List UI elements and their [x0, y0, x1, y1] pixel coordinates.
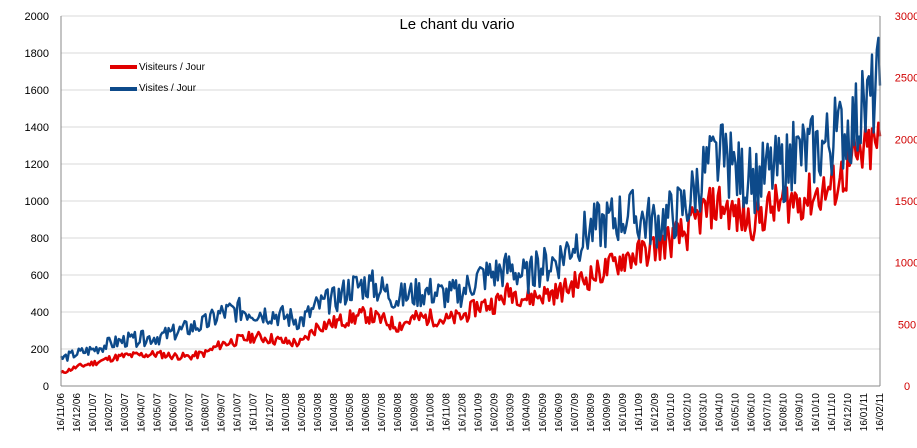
- x-tick-label: 16/09/07: [217, 393, 228, 432]
- x-tick-label: 16/01/11: [859, 393, 870, 432]
- right-tick-label: 2500: [895, 73, 917, 85]
- x-tick-label: 16/06/09: [554, 393, 565, 432]
- x-tick-label: 16/07/09: [570, 393, 581, 432]
- right-tick-label: 1500: [895, 196, 917, 208]
- gridlines: [61, 15, 880, 387]
- right-tick-label: 1000: [895, 258, 917, 270]
- x-tick-label: 16/02/07: [104, 393, 115, 432]
- right-axis-ticks: 0 500 1000 1500 2000 2500 3000: [895, 11, 917, 393]
- left-tick-label: 200: [31, 344, 49, 356]
- x-tick-label: 16/07/07: [184, 393, 195, 432]
- x-tick-label: 16/11/09: [634, 393, 645, 432]
- x-tick-label: 16/12/06: [72, 393, 83, 432]
- left-tick-label: 1000: [25, 196, 49, 208]
- x-tick-label: 16/03/09: [506, 393, 517, 432]
- x-tick-label: 16/02/09: [490, 393, 501, 432]
- x-tick-label: 16/12/09: [650, 393, 661, 432]
- x-tick-label: 16/12/08: [457, 393, 468, 432]
- right-tick-label: 3000: [895, 11, 917, 23]
- x-tick-label: 16/02/11: [875, 393, 886, 432]
- right-tick-label: 0: [904, 381, 910, 393]
- x-tick-label: 16/03/07: [120, 393, 131, 432]
- x-tick-label: 16/11/10: [827, 393, 838, 432]
- x-tick-label: 16/12/10: [843, 393, 854, 432]
- left-tick-label: 600: [31, 270, 49, 282]
- x-tick-label: 16/09/10: [795, 393, 806, 432]
- x-tick-label: 16/04/09: [522, 393, 533, 432]
- left-tick-label: 0: [43, 381, 49, 393]
- left-tick-label: 2000: [25, 11, 49, 23]
- x-tick-label: 16/12/07: [265, 393, 276, 432]
- left-tick-label: 1400: [25, 122, 49, 134]
- x-tick-label: 16/03/08: [313, 393, 324, 432]
- x-tick-label: 16/05/07: [152, 393, 163, 432]
- x-axis-ticks: 16/11/06 16/12/06 16/01/07 16/02/07 16/03/07…: [56, 393, 886, 432]
- x-tick-label: 16/09/09: [602, 393, 613, 432]
- x-tick-label: 16/10/08: [425, 393, 436, 432]
- x-tick-label: 16/01/08: [281, 393, 292, 432]
- legend-label-visiteurs: Visiteurs / Jour: [139, 62, 206, 73]
- x-tick-label: 16/01/09: [474, 393, 485, 432]
- x-tick-label: 16/07/10: [763, 393, 774, 432]
- left-tick-label: 400: [31, 307, 49, 319]
- right-tick-label: 500: [898, 319, 916, 331]
- x-tick-label: 16/10/07: [233, 393, 244, 432]
- x-tick-label: 16/11/07: [249, 393, 260, 432]
- right-tick-label: 2000: [895, 134, 917, 146]
- x-tick-label: 16/08/09: [586, 393, 597, 432]
- x-tick-label: 16/02/08: [297, 393, 308, 432]
- x-tick-label: 16/04/10: [714, 393, 725, 432]
- x-tick-label: 16/07/08: [377, 393, 388, 432]
- x-tick-label: 16/05/09: [538, 393, 549, 432]
- x-tick-label: 16/10/10: [811, 393, 822, 432]
- left-tick-label: 1800: [25, 48, 49, 60]
- x-tick-label: 16/04/08: [329, 393, 340, 432]
- chart-title: Le chant du vario: [399, 16, 514, 33]
- legend-label-visites: Visites / Jour: [139, 83, 197, 94]
- x-tick-label: 16/06/07: [168, 393, 179, 432]
- x-tick-label: 16/11/08: [441, 393, 452, 432]
- x-tick-label: 16/05/10: [730, 393, 741, 432]
- x-tick-label: 16/08/07: [201, 393, 212, 432]
- left-axis-ticks: 0 200 400 600 800 1000 1200 1400 1600 1800 2000: [25, 11, 49, 393]
- x-tick-label: 16/02/10: [682, 393, 693, 432]
- x-tick-label: 16/05/08: [345, 393, 356, 432]
- x-tick-label: 16/09/08: [409, 393, 420, 432]
- x-tick-label: 16/08/08: [393, 393, 404, 432]
- x-tick-label: 16/01/10: [666, 393, 677, 432]
- x-tick-label: 16/04/07: [136, 393, 147, 432]
- left-tick-label: 1200: [25, 159, 49, 171]
- x-tick-label: 16/01/07: [88, 393, 99, 432]
- series-line-1: [59, 36, 882, 362]
- series-lines: [59, 36, 882, 375]
- x-tick-label: 16/08/10: [779, 393, 790, 432]
- x-tick-label: 16/03/10: [698, 393, 709, 432]
- x-tick-label: 16/06/08: [361, 393, 372, 432]
- x-tick-label: 16/11/06: [56, 393, 67, 432]
- left-tick-label: 1600: [25, 85, 49, 97]
- x-tick-label: 16/10/09: [618, 393, 629, 432]
- legend: Visiteurs / Jour Visites / Jour: [110, 62, 206, 94]
- x-tick-label: 16/06/10: [747, 393, 758, 432]
- left-tick-label: 800: [31, 233, 49, 245]
